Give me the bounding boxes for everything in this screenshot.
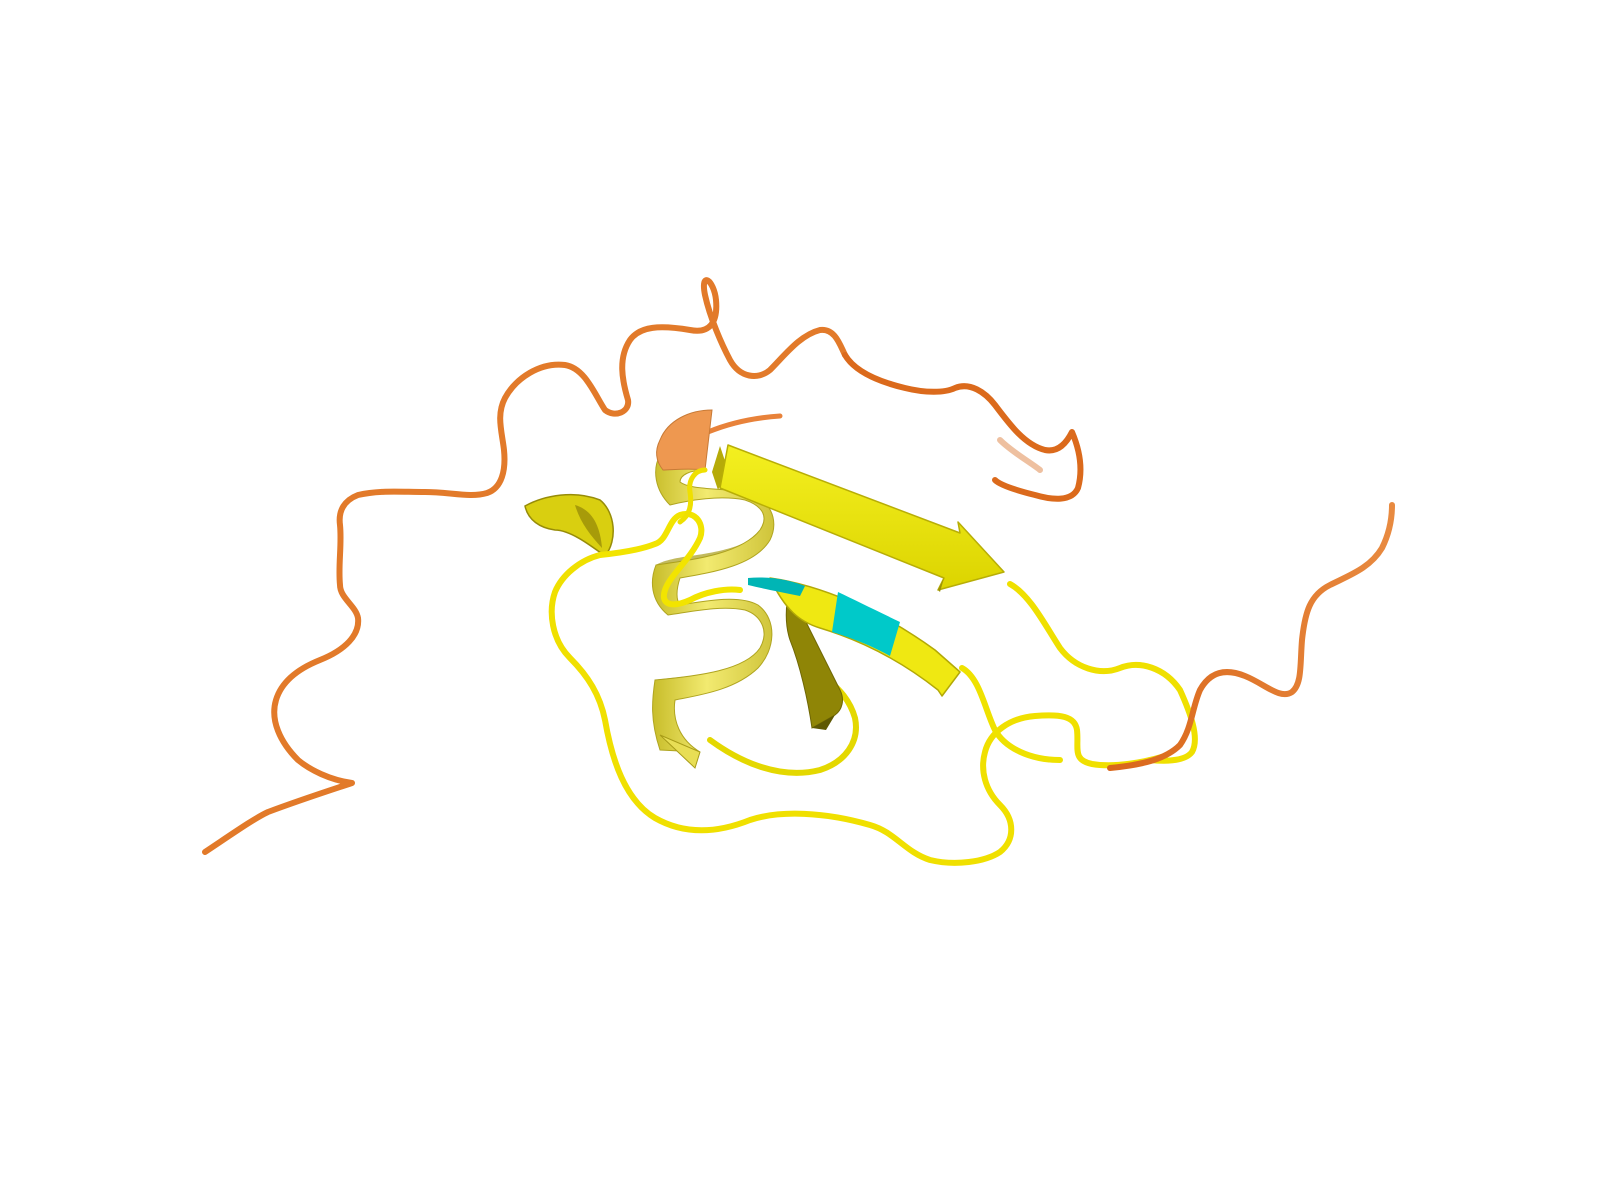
helix-short-left bbox=[524, 493, 614, 558]
coil-c-terminal-tail bbox=[1107, 502, 1395, 771]
helix-bottom-arrow bbox=[659, 734, 701, 769]
coil-right-descent bbox=[1007, 581, 1198, 764]
strand-2-lower-tip bbox=[812, 715, 835, 730]
strand-arrowhead-edge bbox=[938, 578, 944, 592]
coil-lower-loop bbox=[548, 552, 1168, 866]
strand-side-face bbox=[712, 446, 728, 490]
helix-top-orange-cap bbox=[656, 409, 713, 471]
helix-inner-shade-1 bbox=[656, 530, 760, 565]
coil-hairpin-turn bbox=[707, 679, 859, 776]
beta-strand-2 bbox=[748, 577, 961, 730]
coil-helix-top-link bbox=[677, 467, 708, 525]
helix-short-shade bbox=[575, 505, 602, 548]
strand-cyan-top-edge bbox=[748, 577, 805, 596]
helix-icon bbox=[524, 493, 614, 558]
coil-top-loop bbox=[842, 352, 1084, 502]
coil-n-terminal-tail bbox=[202, 277, 848, 855]
coil-strand2-exit bbox=[959, 665, 1063, 763]
strand-cyan-segment bbox=[832, 592, 900, 656]
alpha-helix-main bbox=[651, 409, 775, 769]
coil-back-faded bbox=[997, 437, 1043, 473]
beta-strand-1 bbox=[712, 444, 1005, 592]
coil-front-crossing bbox=[597, 511, 743, 608]
arrow-icon bbox=[719, 444, 1005, 591]
coil-helix-cap-stub bbox=[705, 413, 783, 435]
